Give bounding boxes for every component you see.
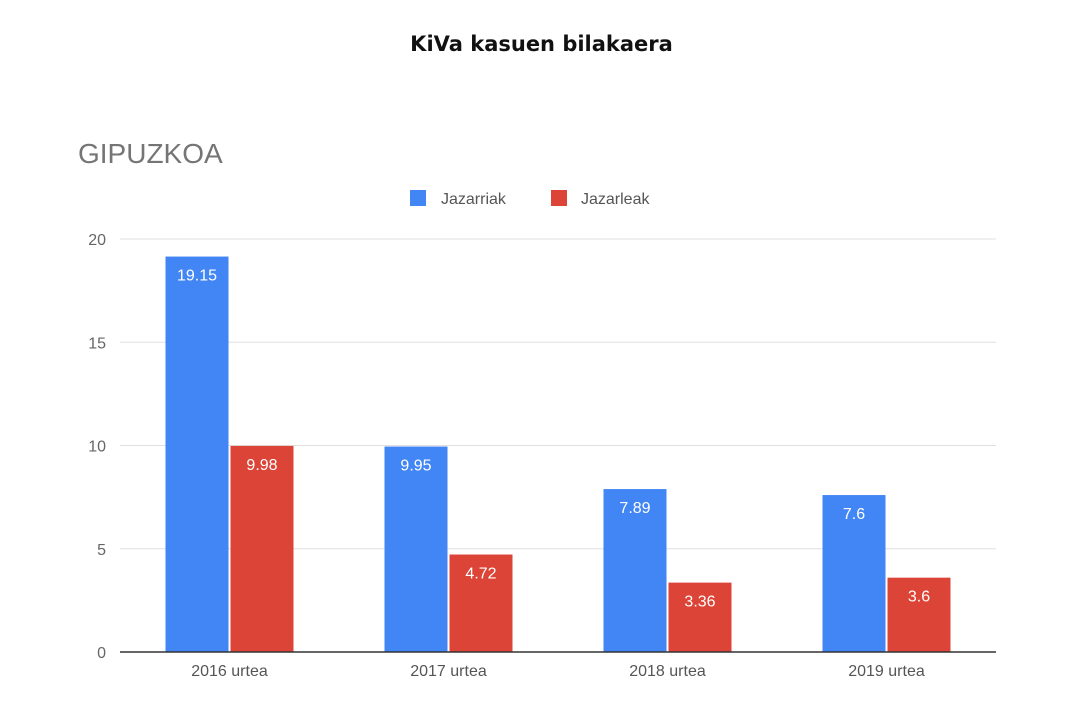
y-tick-label: 15 xyxy=(88,335,106,352)
legend-label-2: Jazarleak xyxy=(581,191,650,208)
x-tick-label: 2017 urtea xyxy=(410,663,487,680)
legend-label-1: Jazarriak xyxy=(441,191,507,208)
legend-swatch-1 xyxy=(410,190,426,206)
bar-jazarriak-1 xyxy=(165,256,229,652)
data-label: 7.6 xyxy=(843,506,865,523)
y-tick-label: 5 xyxy=(97,542,106,559)
y-tick-label: 10 xyxy=(88,439,106,456)
data-label: 9.95 xyxy=(400,458,431,475)
page-title: KiVa kasuen bilakaera xyxy=(410,32,673,56)
bar-jazarleak-2 xyxy=(449,554,513,652)
data-label: 9.98 xyxy=(246,457,277,474)
legend-swatch-2 xyxy=(551,190,567,206)
data-label: 19.15 xyxy=(177,268,217,285)
data-label: 3.6 xyxy=(908,589,930,606)
bar-jazarleak-3 xyxy=(668,582,732,652)
y-tick-label: 20 xyxy=(88,232,106,249)
bar-jazarleak-4 xyxy=(887,577,951,652)
y-tick-label: 0 xyxy=(97,645,106,662)
chart-title: GIPUZKOA xyxy=(78,138,223,169)
x-tick-label: 2019 urtea xyxy=(848,663,925,680)
bar-jazarriak-2 xyxy=(384,446,448,652)
data-label: 4.72 xyxy=(465,566,496,583)
x-tick-label: 2016 urtea xyxy=(191,663,268,680)
bar-jazarriak-3 xyxy=(603,489,667,652)
bar-jazarleak-1 xyxy=(230,445,294,652)
x-tick-label: 2018 urtea xyxy=(629,663,706,680)
data-label: 3.36 xyxy=(684,594,715,611)
bar-jazarriak-4 xyxy=(822,495,886,652)
data-label: 7.89 xyxy=(619,500,650,517)
